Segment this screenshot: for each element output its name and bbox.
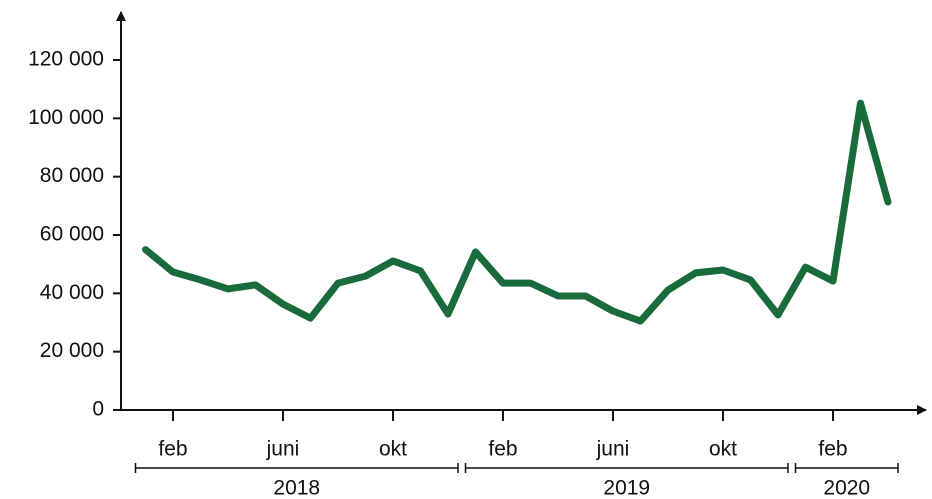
year-bracket bbox=[464, 463, 789, 473]
year-bracket bbox=[134, 463, 459, 473]
y-tick-label: 20 000 bbox=[40, 339, 104, 362]
x-tick-label: okt bbox=[379, 438, 407, 461]
x-tick-label: juni bbox=[596, 438, 630, 461]
year-label: 2018 bbox=[273, 477, 320, 499]
year-bracket bbox=[794, 463, 899, 473]
y-tick-label: 0 bbox=[92, 398, 104, 421]
x-tick-label: okt bbox=[709, 438, 737, 461]
line-series bbox=[142, 99, 892, 325]
y-tick-label: 60 000 bbox=[40, 223, 104, 246]
y-tick-label: 40 000 bbox=[40, 281, 104, 304]
year-label: 2020 bbox=[823, 477, 870, 499]
x-tick-label: feb bbox=[158, 438, 187, 461]
y-tick-label: 120 000 bbox=[28, 48, 104, 71]
y-tick-label: 80 000 bbox=[40, 164, 104, 187]
x-tick-label: juni bbox=[266, 438, 300, 461]
x-tick-label: feb bbox=[488, 438, 517, 461]
y-tick-label: 100 000 bbox=[28, 106, 104, 129]
year-label: 2019 bbox=[603, 477, 650, 499]
x-tick-label: feb bbox=[818, 438, 847, 461]
